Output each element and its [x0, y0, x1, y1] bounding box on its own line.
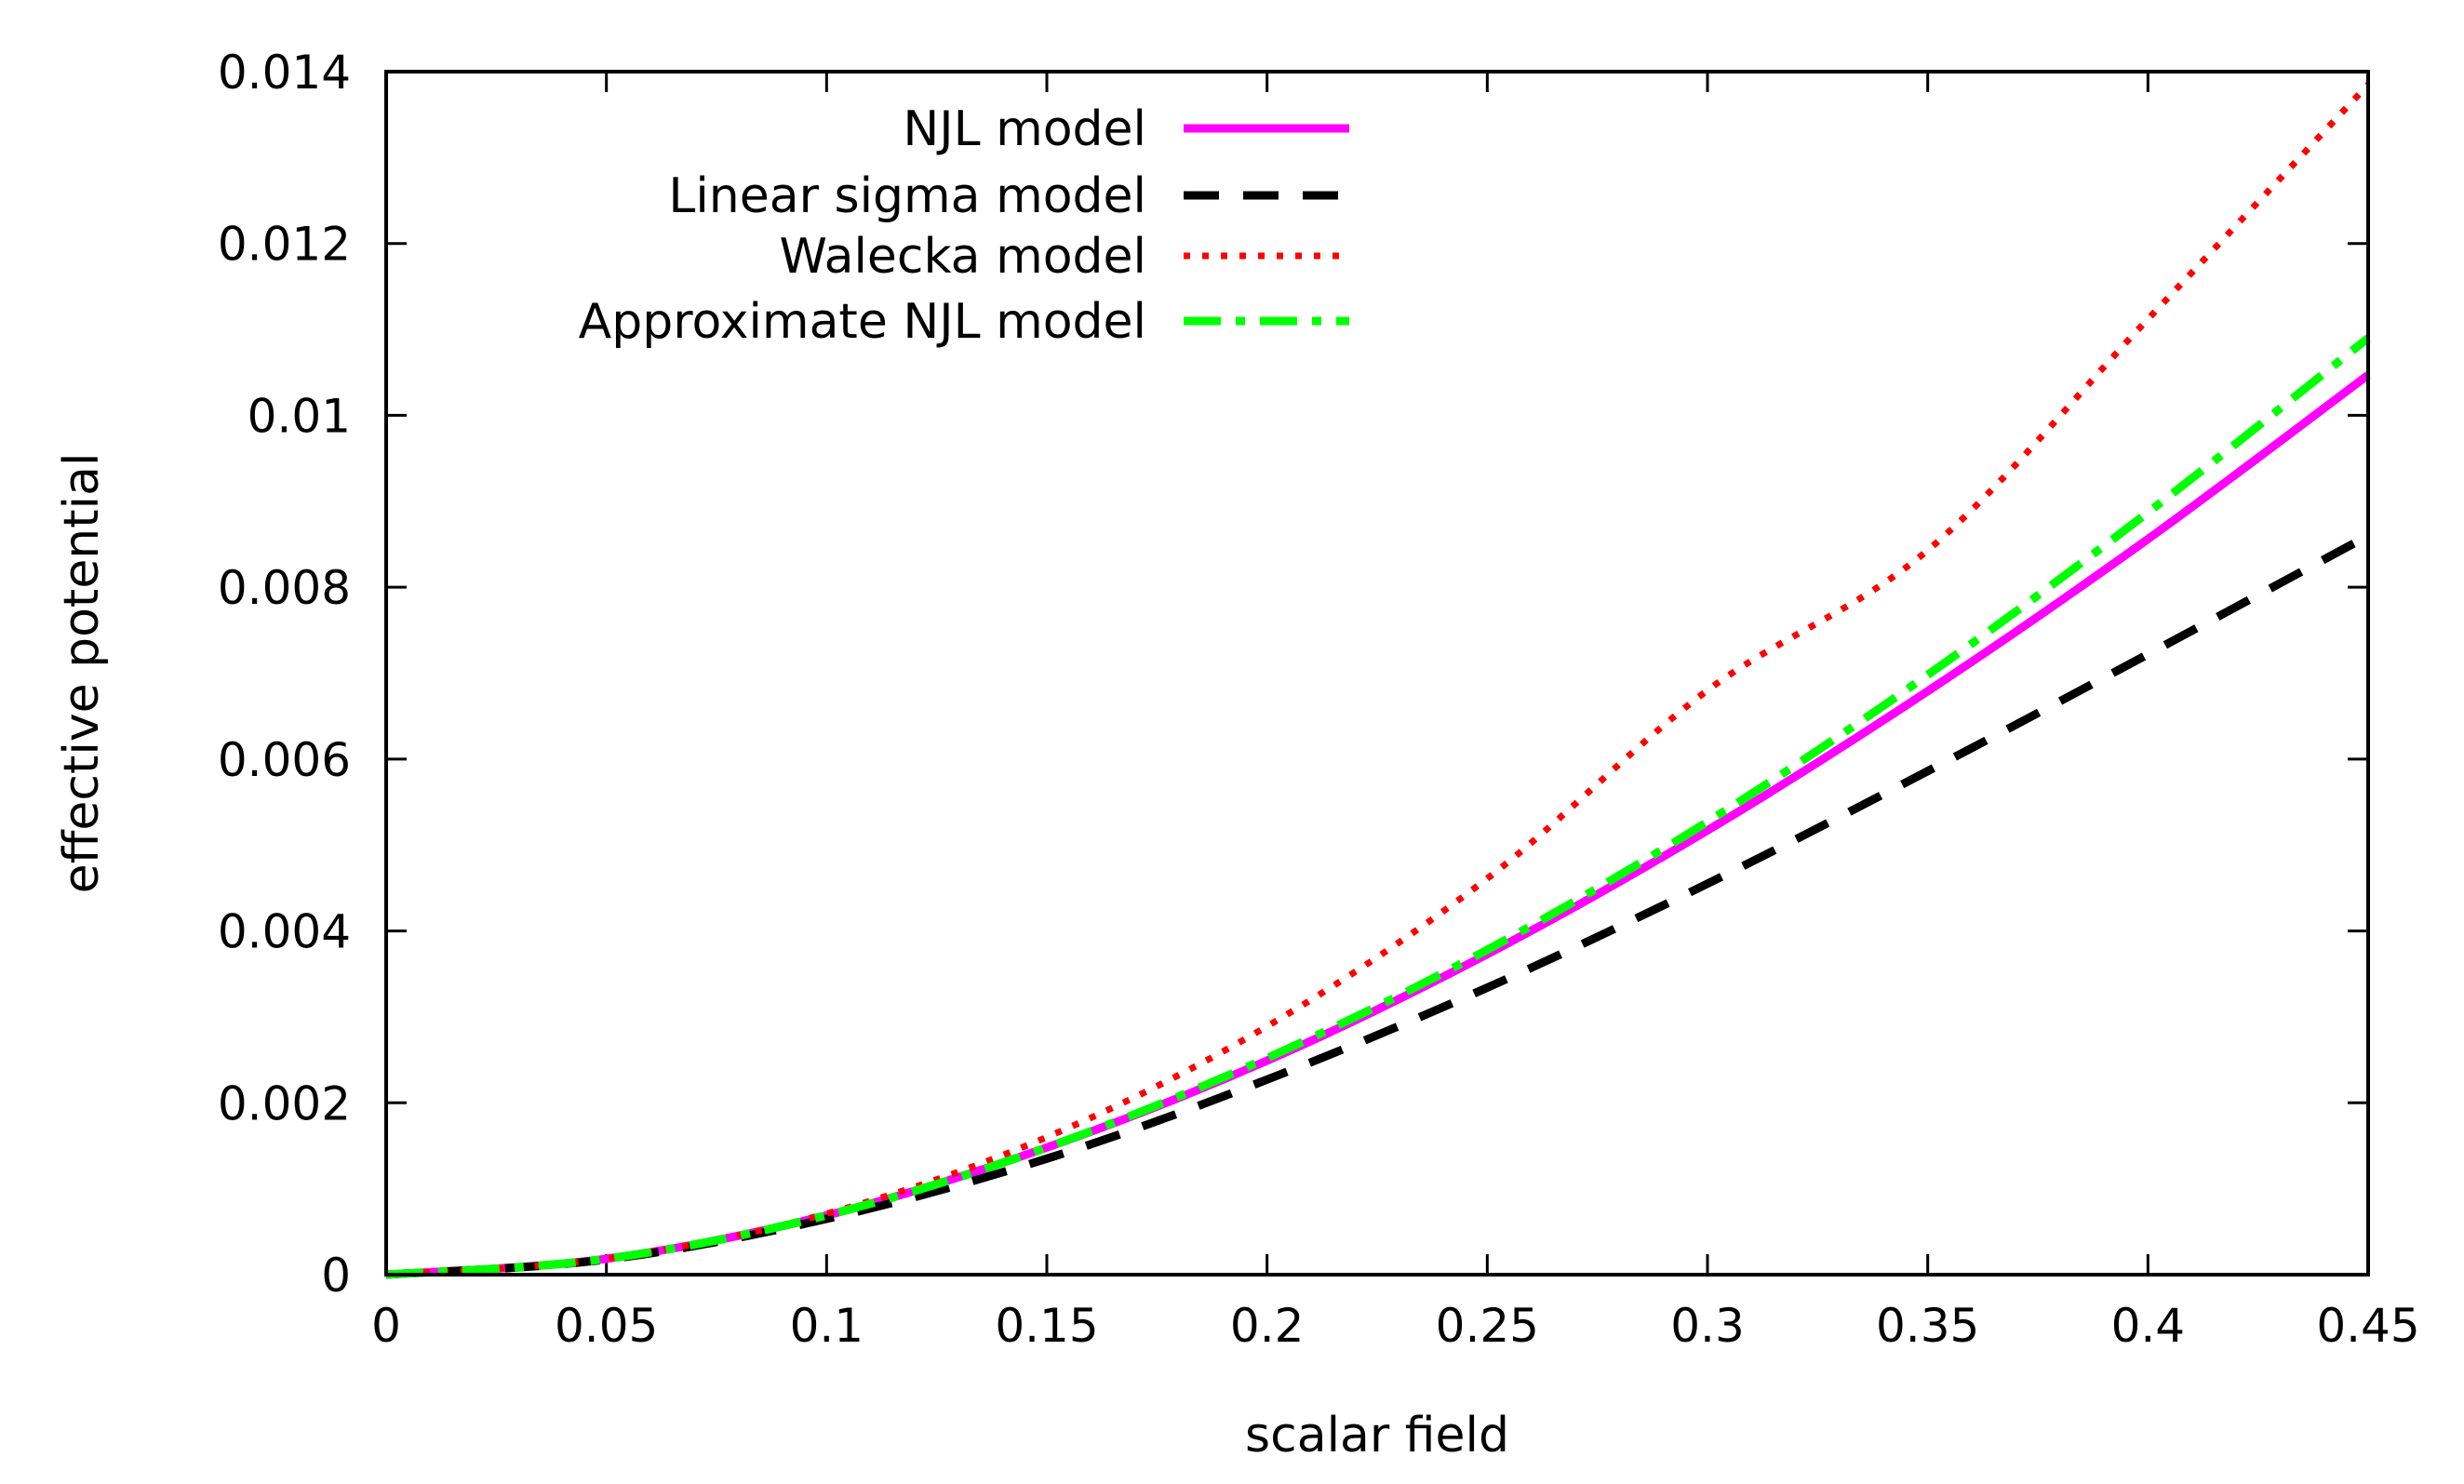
- x-tick-label: 0.05: [555, 1299, 658, 1353]
- y-tick-label: 0: [321, 1249, 351, 1303]
- y-axis-title: effective potential: [54, 453, 110, 894]
- series-lines: [385, 82, 2371, 1279]
- y-tick-label: 0.008: [218, 561, 351, 615]
- plot-frame: [384, 70, 2370, 1277]
- y-tick-label: 0.01: [248, 389, 351, 443]
- x-axis-title: scalar field: [1245, 1408, 1509, 1464]
- y-tick-label: 0.002: [218, 1076, 351, 1130]
- y-tick-label: 0.006: [218, 733, 351, 787]
- series-line-approximate-njl-model: [385, 334, 2371, 1279]
- x-tick-label: 0.25: [1436, 1299, 1539, 1353]
- x-tick-label: 0.1: [790, 1299, 864, 1353]
- legend-label: Approximate NJL model: [579, 294, 1146, 350]
- legend-label: Linear sigma model: [668, 168, 1146, 224]
- x-tick-label: 0.3: [1670, 1299, 1745, 1353]
- x-tick-label: 0.35: [1876, 1299, 1979, 1353]
- x-tick-label: 0.15: [995, 1299, 1098, 1353]
- legend-label: NJL model: [903, 101, 1146, 157]
- legend-label: Walecka model: [780, 229, 1147, 285]
- series-line-linear-sigma-model: [385, 531, 2371, 1279]
- series-line-njl-model: [385, 371, 2371, 1279]
- x-tick-label: 0.2: [1230, 1299, 1305, 1353]
- series-line-walecka-model: [385, 82, 2371, 1278]
- y-tick-label: 0.014: [218, 46, 351, 100]
- y-tick-label: 0.004: [218, 905, 351, 959]
- x-tick-label: 0.4: [2111, 1299, 2186, 1353]
- x-tick-label: 0.45: [2316, 1299, 2419, 1353]
- tick-labels: 0 0.05 0.1 0.15 0.2 0.25 0.3 0.35 0.4 0.45 0 0.002 0…: [218, 46, 2420, 1353]
- y-tick-label: 0.012: [218, 218, 351, 272]
- x-tick-label: 0: [371, 1299, 401, 1353]
- axis-ticks: [384, 70, 2370, 1277]
